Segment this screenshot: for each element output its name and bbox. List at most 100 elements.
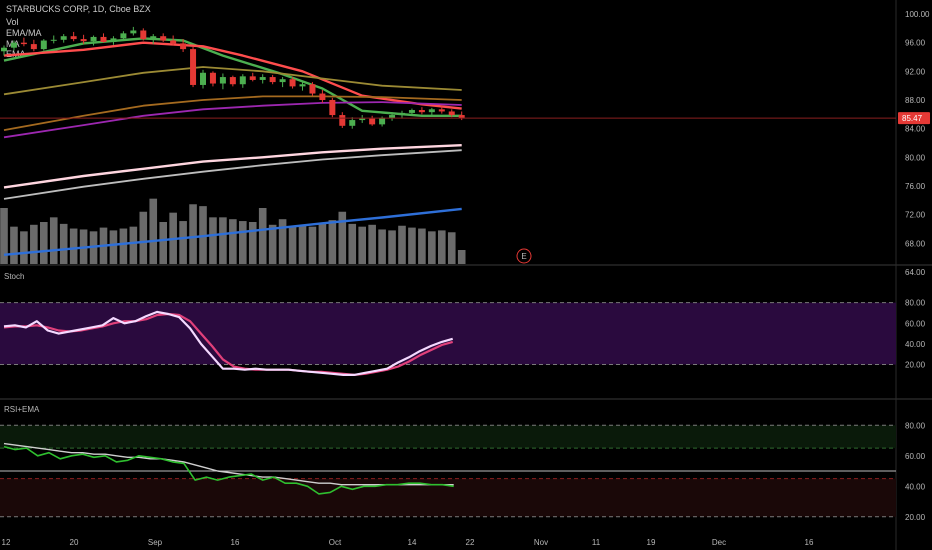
moving-average-line bbox=[3, 207, 462, 256]
candle-body bbox=[110, 38, 117, 42]
volume-bar bbox=[20, 231, 28, 264]
candle-body bbox=[190, 49, 197, 85]
volume-bar bbox=[129, 226, 138, 264]
volume-bar bbox=[308, 226, 317, 264]
candle-body bbox=[200, 72, 206, 85]
candle-body bbox=[448, 111, 455, 116]
volume-bar bbox=[378, 229, 386, 264]
candle-body bbox=[219, 77, 226, 84]
rsi-overbought-band bbox=[0, 425, 896, 449]
time-tick-label: Nov bbox=[534, 538, 548, 547]
candle-body bbox=[50, 39, 57, 41]
volume-bar bbox=[69, 228, 78, 264]
volume-bar bbox=[368, 224, 376, 264]
volume-bar bbox=[408, 227, 416, 264]
price-tick-label: 100.00 bbox=[905, 10, 930, 19]
legend-ema-ma[interactable]: EMA/MA bbox=[6, 28, 42, 38]
candle-body bbox=[458, 115, 465, 118]
candle-body bbox=[239, 76, 246, 85]
price-tick-label: 64.00 bbox=[905, 268, 926, 277]
volume-bar bbox=[248, 222, 257, 264]
price-tick-label: 76.00 bbox=[905, 182, 926, 191]
price-tick-label: 92.00 bbox=[905, 67, 926, 76]
time-tick-label: 19 bbox=[647, 538, 656, 547]
volume-bar bbox=[219, 217, 227, 264]
time-tick-label: 22 bbox=[466, 538, 475, 547]
volume-bar bbox=[149, 198, 158, 264]
candle-body bbox=[279, 79, 286, 83]
volume-bar bbox=[278, 219, 287, 264]
volume-bar bbox=[109, 230, 118, 264]
candle-body bbox=[10, 42, 17, 48]
candle-body bbox=[1, 47, 7, 52]
price-tick-label: 72.00 bbox=[905, 211, 926, 220]
rsi-pane-title: RSI+EMA bbox=[4, 405, 40, 414]
volume-bar bbox=[457, 250, 466, 264]
candle-body bbox=[70, 36, 77, 40]
time-tick-label: Dec bbox=[712, 538, 726, 547]
volume-bar bbox=[139, 211, 148, 264]
candle-body bbox=[289, 79, 296, 87]
volume-bar bbox=[179, 221, 187, 264]
candle-body bbox=[329, 100, 336, 116]
volume-bar bbox=[418, 228, 426, 264]
time-tick-label: 11 bbox=[592, 538, 601, 547]
candle-body bbox=[299, 84, 306, 87]
candle-body bbox=[100, 36, 107, 42]
volume-bar bbox=[49, 217, 58, 264]
price-tick-label: 96.00 bbox=[905, 39, 926, 48]
time-tick-label: 16 bbox=[805, 538, 814, 547]
volume-bar bbox=[338, 211, 347, 264]
candle-body bbox=[399, 112, 405, 116]
candle-body bbox=[428, 109, 435, 113]
volume-bar bbox=[268, 224, 277, 264]
volume-bar bbox=[209, 217, 217, 264]
volume-bar bbox=[229, 219, 237, 264]
moving-average-line bbox=[3, 95, 462, 131]
volume-bar bbox=[0, 208, 8, 264]
volume-bar bbox=[288, 226, 297, 264]
candle-body bbox=[229, 77, 236, 85]
price-tick-label: 88.00 bbox=[905, 96, 926, 105]
candle-body bbox=[180, 43, 187, 50]
legend-vol[interactable]: Vol bbox=[6, 17, 19, 27]
moving-average-line bbox=[3, 66, 462, 96]
stoch-band bbox=[0, 302, 896, 365]
candle-body bbox=[20, 42, 27, 45]
moving-average-line bbox=[3, 149, 462, 200]
volume-bar bbox=[10, 226, 18, 264]
candle-body bbox=[160, 36, 167, 41]
time-tick-label: Sep bbox=[148, 538, 163, 547]
rsi-tick-label: 80.00 bbox=[905, 421, 926, 430]
volume-bar bbox=[398, 225, 406, 264]
volume-bar bbox=[189, 204, 197, 264]
stoch-tick-label: 20.00 bbox=[905, 361, 926, 370]
time-tick-label: 16 bbox=[231, 538, 240, 547]
candle-body bbox=[418, 110, 425, 113]
rsi-line bbox=[3, 445, 454, 495]
volume-bar bbox=[159, 222, 167, 264]
time-tick-label: Oct bbox=[329, 538, 342, 547]
time-tick-label: 12 bbox=[2, 538, 11, 547]
candle-body bbox=[339, 115, 346, 126]
rsi-tick-label: 60.00 bbox=[905, 452, 926, 461]
candle-body bbox=[120, 33, 127, 39]
candle-body bbox=[249, 76, 256, 80]
candle-body bbox=[60, 36, 67, 40]
moving-average-line bbox=[3, 101, 462, 139]
price-tick-label: 68.00 bbox=[905, 239, 926, 248]
candle-body bbox=[438, 109, 445, 112]
rsi-tick-label: 40.00 bbox=[905, 482, 926, 491]
candle-body bbox=[349, 120, 356, 126]
volume-bar bbox=[318, 222, 327, 264]
candle-body bbox=[80, 39, 87, 42]
candle-body bbox=[209, 72, 216, 84]
price-tick-label: 80.00 bbox=[905, 153, 926, 162]
stoch-pane-title: Stoch bbox=[4, 272, 24, 281]
last-price-tag bbox=[898, 112, 930, 125]
volume-bar bbox=[447, 232, 456, 264]
candle-body bbox=[150, 36, 157, 40]
moving-average-line bbox=[3, 41, 462, 110]
volume-bar bbox=[239, 221, 247, 264]
